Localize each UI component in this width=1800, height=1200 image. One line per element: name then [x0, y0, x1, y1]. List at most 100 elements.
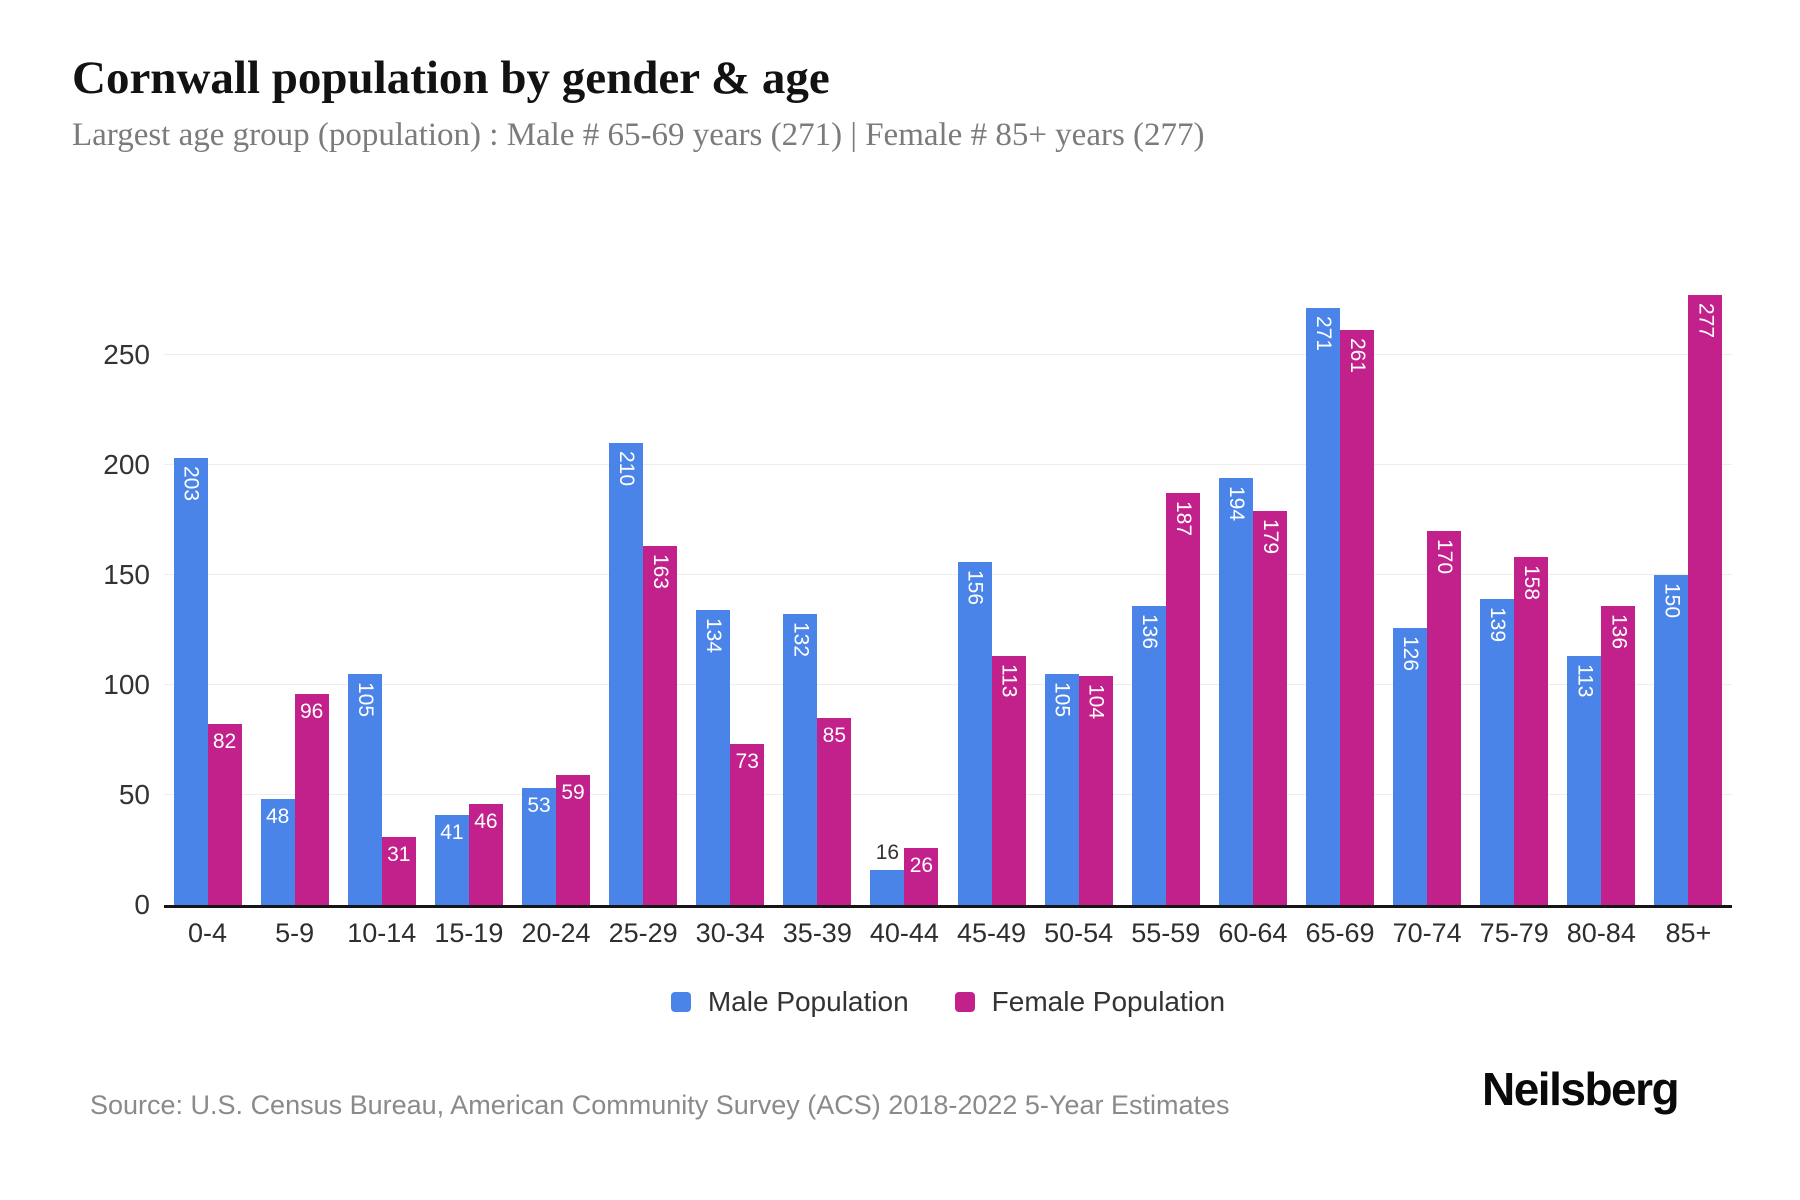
bar-female-55-59[interactable]: 187 — [1165, 493, 1200, 905]
bar-value-label: 277 — [1694, 303, 1718, 339]
x-axis-label-35-39: 35-39 — [782, 918, 852, 948]
bar-value-label: 59 — [561, 781, 585, 804]
x-axis-label-30-34: 30-34 — [695, 918, 765, 948]
bar-female-60-64[interactable]: 179 — [1252, 511, 1287, 905]
bar-male-5-9[interactable]: 48 — [260, 799, 295, 905]
bar-value-label: 53 — [527, 794, 551, 817]
x-axis-label-80-84: 80-84 — [1566, 918, 1636, 948]
bar-female-85+[interactable]: 277 — [1688, 295, 1723, 905]
bar-female-30-34[interactable]: 73 — [730, 744, 765, 905]
bar-value-label: 271 — [1312, 316, 1335, 352]
bar-female-40-44[interactable]: 26 — [904, 848, 939, 905]
bar-value-label: 16 — [875, 841, 900, 864]
bar-female-50-54[interactable]: 104 — [1078, 676, 1113, 905]
bar-female-25-29[interactable]: 163 — [643, 546, 678, 905]
bar-male-30-34[interactable]: 134 — [696, 610, 731, 905]
bar-value-label: 26 — [909, 854, 934, 877]
bar-male-40-44[interactable]: 16 — [870, 841, 905, 905]
bar-female-65-69[interactable]: 261 — [1340, 330, 1374, 905]
x-axis-label-45-49: 45-49 — [957, 918, 1027, 948]
bar-male-50-54[interactable]: 105 — [1044, 674, 1079, 905]
bar-value-label: 136 — [1137, 614, 1161, 650]
bar-male-55-59[interactable]: 136 — [1131, 606, 1166, 905]
x-axis-label-20-24: 20-24 — [521, 918, 591, 948]
bar-male-25-29[interactable]: 210 — [609, 443, 644, 905]
bar-value-label: 126 — [1399, 636, 1423, 672]
legend-item-female[interactable]: Female Population — [954, 986, 1226, 1018]
chart-title: Cornwall population by gender & age — [72, 52, 830, 104]
bar-male-65-69[interactable]: 271 — [1306, 308, 1340, 905]
bar-female-80-84[interactable]: 136 — [1601, 606, 1636, 905]
gridline-50 — [164, 793, 1732, 795]
gridline-100 — [164, 683, 1732, 685]
bar-male-60-64[interactable]: 194 — [1218, 478, 1253, 905]
x-axis-label-70-74: 70-74 — [1392, 918, 1462, 948]
plot-area: 203 82 48 96 105 31 41 46 53 59 210 163 134 73 132 85 16… — [164, 260, 1732, 908]
bar-value-label: 82 — [212, 730, 237, 753]
gridline-150 — [164, 573, 1732, 575]
y-axis-tick-label-50: 50 — [118, 778, 150, 810]
bar-value-label: 194 — [1224, 486, 1248, 522]
bar-female-45-49[interactable]: 113 — [991, 656, 1026, 905]
source-attribution: Source: U.S. Census Bureau, American Com… — [90, 1090, 1230, 1120]
bar-male-70-74[interactable]: 126 — [1393, 628, 1428, 905]
bar-value-label: 73 — [735, 750, 759, 773]
bar-value-label: 134 — [702, 618, 726, 654]
legend-label-female: Female Population — [991, 986, 1226, 1017]
gridline-250 — [164, 353, 1732, 355]
x-axis-label-40-44: 40-44 — [869, 918, 939, 948]
bar-female-20-24[interactable]: 59 — [556, 775, 590, 905]
x-axis-label-85+: 85+ — [1665, 918, 1712, 948]
bar-male-0-4[interactable]: 203 — [173, 458, 208, 905]
y-axis-tick-label-250: 250 — [103, 338, 150, 370]
bar-value-label: 156 — [963, 570, 987, 606]
bar-value-label: 203 — [179, 466, 203, 502]
bar-male-35-39[interactable]: 132 — [783, 614, 818, 905]
bar-female-5-9[interactable]: 96 — [294, 694, 329, 905]
y-axis-tick-label-100: 100 — [103, 668, 150, 700]
bar-female-0-4[interactable]: 82 — [207, 724, 242, 905]
bar-value-label: 48 — [265, 805, 290, 828]
x-axis-label-10-14: 10-14 — [347, 918, 417, 948]
bar-male-15-19[interactable]: 41 — [434, 815, 469, 905]
legend-item-male[interactable]: Male Population — [670, 986, 909, 1018]
bar-value-label: 31 — [387, 843, 411, 866]
bar-female-10-14[interactable]: 31 — [381, 837, 416, 905]
bar-value-label: 104 — [1084, 684, 1108, 720]
bar-value-label: 96 — [299, 700, 324, 723]
x-axis-label-55-59: 55-59 — [1131, 918, 1201, 948]
x-axis-label-50-54: 50-54 — [1044, 918, 1114, 948]
bar-value-label: 41 — [440, 821, 464, 844]
bar-female-35-39[interactable]: 85 — [817, 718, 852, 905]
bar-value-label: 105 — [1050, 682, 1074, 718]
bar-male-85+[interactable]: 150 — [1654, 575, 1689, 905]
bar-value-label: 46 — [474, 810, 498, 833]
bar-male-20-24[interactable]: 53 — [522, 788, 556, 905]
neilsberg-logo: Neilsberg — [1482, 1063, 1680, 1115]
gridline-200 — [164, 463, 1732, 465]
bar-male-75-79[interactable]: 139 — [1480, 599, 1515, 905]
legend-label-male: Male Population — [707, 986, 909, 1017]
bar-value-label: 113 — [997, 664, 1021, 698]
bar-female-70-74[interactable]: 170 — [1427, 531, 1462, 905]
x-axis-label-0-4: 0-4 — [188, 918, 228, 948]
bar-value-label: 132 — [789, 622, 813, 658]
bar-male-10-14[interactable]: 105 — [347, 674, 382, 905]
bar-female-15-19[interactable]: 46 — [468, 804, 503, 905]
y-axis-tick-label-0: 0 — [134, 889, 150, 920]
bar-value-label: 158 — [1520, 565, 1544, 601]
bar-value-label: 139 — [1486, 607, 1510, 643]
x-axis-label-75-79: 75-79 — [1479, 918, 1549, 948]
x-axis-label-25-29: 25-29 — [608, 918, 678, 948]
bar-value-label: 261 — [1346, 338, 1369, 374]
bar-female-75-79[interactable]: 158 — [1514, 557, 1549, 905]
bar-value-label: 210 — [615, 451, 639, 487]
bar-value-label: 85 — [822, 724, 847, 747]
chart-subtitle: Largest age group (population) : Male # … — [72, 117, 1205, 153]
female-series-swatch-icon — [954, 992, 975, 1012]
bar-value-label: 136 — [1607, 614, 1631, 650]
bar-male-80-84[interactable]: 113 — [1567, 656, 1602, 905]
bar-male-45-49[interactable]: 156 — [957, 562, 992, 905]
bar-value-label: 113 — [1573, 664, 1597, 698]
